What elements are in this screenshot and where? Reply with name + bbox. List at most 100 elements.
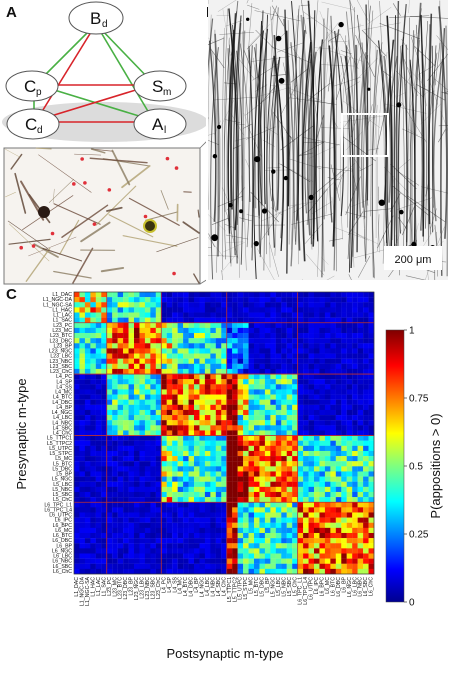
heatmap-cell [264,548,271,554]
heatmap-cell [346,363,353,370]
heatmap-cell [199,553,206,559]
row-label: L1_HAC [52,307,72,313]
heatmap-cell [204,389,211,395]
layer-boundaries [74,292,374,574]
heatmap-cell [232,399,238,405]
heatmap-cell [346,440,353,446]
heatmap-cell [161,532,167,539]
heatmap-cell [226,517,233,523]
heatmap-cell [79,456,86,462]
heatmap-cell [188,384,195,390]
heatmap-cell [194,502,200,508]
heatmap-cell [144,394,151,400]
row-label: L23_NGC [49,349,72,355]
heatmap-cell [324,358,331,364]
heatmap-cell [341,522,347,529]
heatmap-cell [150,507,156,513]
heatmap-cell [84,425,91,431]
heatmap-cell [248,548,255,554]
heatmap-cell [155,548,162,554]
heatmap-cell [319,322,326,329]
heatmap-cell [341,548,347,554]
heatmap-cell [128,384,135,390]
heatmap-cell [281,481,287,487]
heatmap-cell [335,317,342,323]
heatmap-cell [292,456,298,462]
heatmap-cell [243,543,249,549]
heatmap-cell [134,497,140,503]
heatmap-cell [172,527,178,534]
heatmap-cell [221,394,227,400]
heatmap-cell [215,333,222,339]
heatmap-cell [215,353,222,359]
heatmap-cell [161,486,167,493]
heatmap-cell [188,450,195,457]
heatmap-cell [292,425,298,431]
heatmap-cell [161,563,167,570]
heatmap-cell [166,368,173,375]
heatmap-cell [346,358,353,364]
heatmap-cell [314,343,320,349]
heatmap-cell [106,430,113,436]
col-label: L5_BTC [254,577,260,596]
heatmap-cell [335,450,342,457]
heatmap-cell [74,435,80,441]
heatmap-cell [248,486,255,493]
heatmap-cell [248,563,255,570]
heatmap-cell [314,307,320,313]
row-label: L5_ChC [53,497,72,503]
heatmap-cell [194,517,200,523]
heatmap-cell [199,404,206,411]
heatmap-cell [303,522,309,529]
heatmap-cell [188,333,195,339]
heatmap-cell [254,333,260,339]
heatmap-cell [335,538,342,544]
heatmap-cell [226,538,233,544]
heatmap-cell [330,363,336,370]
heatmap-cell [204,486,211,493]
heatmap-cell [363,553,369,559]
heatmap-cell [139,415,146,421]
heatmap-cell [134,420,140,426]
heatmap-cell [292,322,298,329]
heatmap-cell [297,502,304,508]
heatmap-cell [297,553,304,559]
heatmap-cell [177,430,184,436]
heatmap-cell [308,297,315,303]
heatmap-cell [161,553,167,559]
heatmap-cell [204,563,211,570]
heatmap-cell [155,527,162,534]
heatmap-cell [117,389,124,395]
heatmap-cell [303,384,309,390]
heatmap-cell [117,543,124,549]
heatmap-cell [123,374,129,380]
heatmap-cell [204,461,211,467]
heatmap-cell [254,476,260,482]
heatmap-cell [254,399,260,405]
heatmap-cell [286,497,293,503]
heatmap-cell [166,358,173,364]
heatmap-cell [84,374,91,380]
heatmap-cell [341,553,347,559]
heatmap-cell [101,512,107,518]
heatmap-cell [128,404,135,411]
heatmap-cell [106,292,113,298]
heatmap-cell [123,358,129,364]
heatmap-cell [188,440,195,446]
col-label: L1_HAC [90,577,96,597]
heatmap-cell [210,394,216,400]
heatmap-cell [177,302,184,308]
heatmap-cell [123,404,129,411]
heatmap-cell [90,302,96,308]
heatmap-cell [275,445,282,452]
heatmap-cell [155,466,162,472]
heatmap-cell [346,292,353,298]
heatmap-cell [79,358,86,364]
heatmap-cell [248,456,255,462]
svg-text:C: C [24,77,36,96]
heatmap-cell [166,563,173,570]
heatmap-cell [210,558,216,564]
heatmap-cell [357,322,364,329]
heatmap-cell [232,445,238,452]
heatmap-cell [357,384,364,390]
